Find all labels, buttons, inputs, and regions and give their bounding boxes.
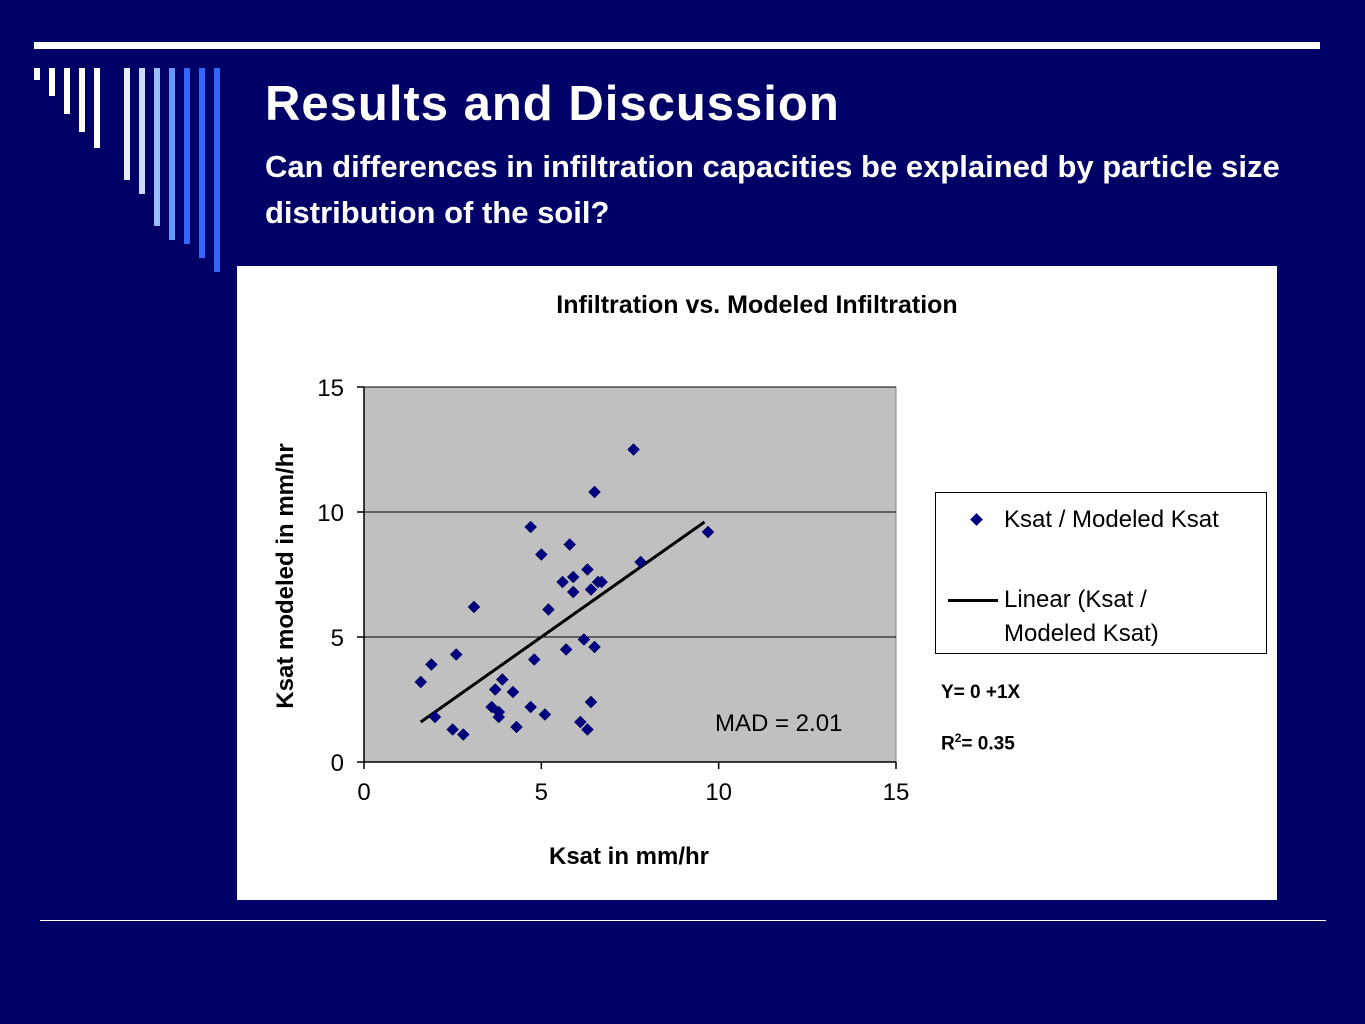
- y-tick-label: 0: [331, 750, 344, 777]
- data-point: [584, 583, 598, 596]
- bottom-divider: [40, 920, 1326, 921]
- y-tick-label: 5: [331, 625, 344, 652]
- decor-bar: [214, 68, 220, 272]
- data-point: [488, 683, 502, 696]
- trendline: [419, 520, 706, 724]
- r-squared: R2= 0.35: [941, 731, 1015, 755]
- data-point: [492, 710, 506, 724]
- data-point: [538, 708, 552, 721]
- data-point: [456, 728, 470, 741]
- data-point: [577, 633, 591, 646]
- slide-subtitle: Can differences in infiltration capaciti…: [265, 149, 1280, 230]
- r-squared-value: = 0.35: [961, 733, 1015, 755]
- data-point: [495, 673, 509, 686]
- y-axis-label: Ksat modeled in mm/hr: [272, 443, 299, 708]
- legend-series-label: Ksat / Modeled Ksat: [1004, 506, 1219, 533]
- decor-bar: [94, 68, 100, 148]
- data-point: [634, 555, 647, 569]
- data-point: [414, 675, 428, 689]
- decor-bar: [64, 68, 70, 114]
- data-point: [510, 720, 523, 734]
- data-point: [595, 575, 608, 589]
- r-squared-symbol: R: [941, 733, 955, 755]
- data-point: [588, 640, 601, 654]
- decor-bar: [154, 68, 160, 226]
- axes: [363, 387, 896, 763]
- data-point: [527, 653, 541, 666]
- decor-bar: [124, 68, 130, 180]
- data-point: [559, 643, 573, 656]
- data-point: [524, 520, 538, 534]
- data-point: [701, 525, 715, 539]
- x-axis-ticks: 0 5 10 15: [357, 762, 909, 806]
- chart-panel: Infiltration vs. Modeled Infiltration 0 5…: [237, 266, 1277, 900]
- data-points: [414, 443, 715, 741]
- decor-bar: [184, 68, 190, 244]
- gridlines: [364, 386, 896, 638]
- legend-marker-diamond: [970, 513, 983, 526]
- top-divider: [34, 42, 1320, 49]
- y-tick-label: 15: [317, 375, 344, 402]
- data-point: [573, 715, 587, 729]
- data-point: [627, 443, 640, 456]
- chart-title: Infiltration vs. Modeled Infiltration: [556, 291, 957, 319]
- regression-equation: Y= 0 +1X: [941, 682, 1021, 703]
- r-squared-exponent: 2: [954, 731, 962, 745]
- legend-trendline-swatch: [948, 599, 998, 602]
- decor-bar: [169, 68, 175, 240]
- scatter-chart: Infiltration vs. Modeled Infiltration 0 5…: [272, 291, 958, 870]
- y-tick-label: 10: [317, 500, 344, 527]
- data-point: [506, 685, 520, 699]
- x-tick-label: 5: [535, 779, 548, 806]
- legend-trend-label-line1: Linear (Ksat /: [1004, 586, 1147, 613]
- data-point: [584, 695, 598, 709]
- x-tick-label: 15: [883, 779, 910, 806]
- data-point: [524, 700, 538, 714]
- decor-bar: [79, 68, 85, 132]
- decor-bar: [199, 68, 205, 258]
- data-point: [563, 538, 577, 551]
- data-point: [566, 570, 580, 584]
- data-point: [581, 723, 594, 736]
- slide-title: Results and Discussion: [265, 77, 840, 131]
- data-point: [556, 575, 569, 589]
- data-point: [425, 658, 438, 671]
- mad-annotation: MAD = 2.01: [715, 710, 842, 737]
- data-point: [446, 723, 460, 736]
- y-axis-ticks: 0 5 10 15: [317, 375, 364, 777]
- chart-legend: Ksat / Modeled Ksat Linear (Ksat / Model…: [935, 492, 1267, 654]
- x-tick-label: 0: [357, 779, 370, 806]
- data-point: [534, 548, 548, 561]
- data-point: [428, 710, 442, 724]
- trendline-group: [419, 520, 706, 724]
- data-point: [467, 600, 481, 614]
- decor-bar: [49, 68, 55, 96]
- data-point: [449, 648, 463, 661]
- legend-trend-label-line2: Modeled Ksat): [1004, 620, 1159, 647]
- decor-bar: [139, 68, 145, 194]
- decor-bar: [34, 68, 40, 80]
- data-point: [581, 563, 594, 576]
- data-point: [566, 585, 580, 599]
- data-point: [588, 485, 601, 499]
- data-point: [542, 603, 555, 616]
- x-tick-label: 10: [705, 779, 732, 806]
- x-axis-label: Ksat in mm/hr: [549, 843, 709, 870]
